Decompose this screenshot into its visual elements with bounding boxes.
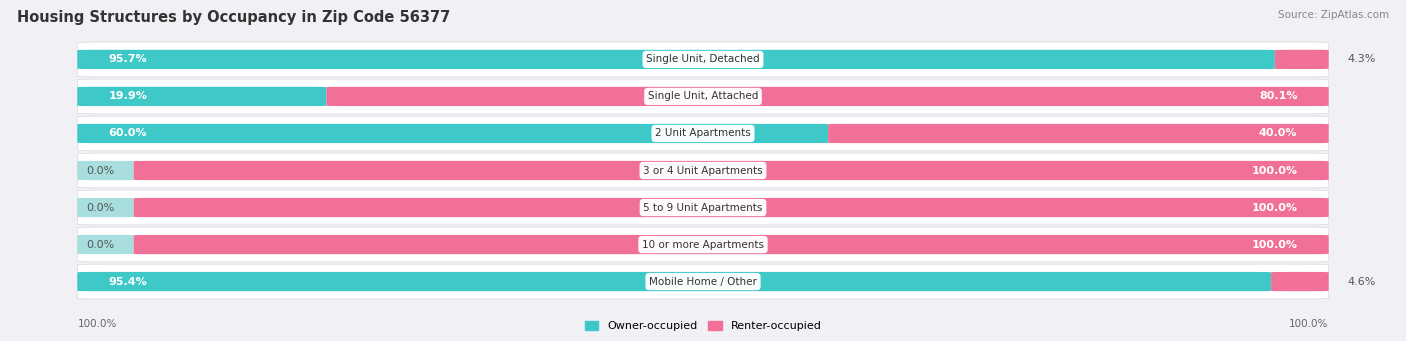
FancyBboxPatch shape	[77, 42, 1329, 77]
FancyBboxPatch shape	[77, 264, 1329, 299]
FancyBboxPatch shape	[77, 161, 134, 180]
FancyBboxPatch shape	[77, 50, 1275, 69]
Text: Mobile Home / Other: Mobile Home / Other	[650, 277, 756, 286]
FancyBboxPatch shape	[77, 116, 1329, 151]
Text: 80.1%: 80.1%	[1258, 91, 1298, 102]
Text: 100.0%: 100.0%	[1251, 239, 1298, 250]
FancyBboxPatch shape	[77, 190, 1329, 225]
Text: 2 Unit Apartments: 2 Unit Apartments	[655, 129, 751, 138]
FancyBboxPatch shape	[77, 272, 1271, 291]
Text: 0.0%: 0.0%	[87, 239, 115, 250]
Text: 4.3%: 4.3%	[1347, 55, 1376, 64]
FancyBboxPatch shape	[1271, 272, 1329, 291]
FancyBboxPatch shape	[326, 87, 1329, 106]
FancyBboxPatch shape	[77, 227, 1329, 262]
FancyBboxPatch shape	[134, 161, 1329, 180]
Text: 95.7%: 95.7%	[108, 55, 148, 64]
Text: 19.9%: 19.9%	[108, 91, 148, 102]
Text: 5 to 9 Unit Apartments: 5 to 9 Unit Apartments	[644, 203, 762, 212]
Text: Single Unit, Attached: Single Unit, Attached	[648, 91, 758, 102]
FancyBboxPatch shape	[828, 124, 1329, 143]
Text: Source: ZipAtlas.com: Source: ZipAtlas.com	[1278, 10, 1389, 20]
Text: 95.4%: 95.4%	[108, 277, 148, 286]
FancyBboxPatch shape	[1275, 50, 1329, 69]
Text: Housing Structures by Occupancy in Zip Code 56377: Housing Structures by Occupancy in Zip C…	[17, 10, 450, 25]
FancyBboxPatch shape	[77, 79, 1329, 114]
Text: 10 or more Apartments: 10 or more Apartments	[643, 239, 763, 250]
Text: 100.0%: 100.0%	[1251, 165, 1298, 176]
Text: 40.0%: 40.0%	[1258, 129, 1298, 138]
FancyBboxPatch shape	[77, 198, 134, 217]
FancyBboxPatch shape	[134, 235, 1329, 254]
FancyBboxPatch shape	[77, 153, 1329, 188]
Text: 60.0%: 60.0%	[108, 129, 148, 138]
Text: 100.0%: 100.0%	[1289, 319, 1329, 329]
Text: 0.0%: 0.0%	[87, 165, 115, 176]
Legend: Owner-occupied, Renter-occupied: Owner-occupied, Renter-occupied	[581, 316, 825, 336]
Text: Single Unit, Detached: Single Unit, Detached	[647, 55, 759, 64]
FancyBboxPatch shape	[77, 124, 828, 143]
Text: 0.0%: 0.0%	[87, 203, 115, 212]
FancyBboxPatch shape	[134, 198, 1329, 217]
Text: 100.0%: 100.0%	[77, 319, 117, 329]
Text: 100.0%: 100.0%	[1251, 203, 1298, 212]
FancyBboxPatch shape	[77, 235, 134, 254]
FancyBboxPatch shape	[77, 87, 326, 106]
Text: 4.6%: 4.6%	[1347, 277, 1376, 286]
Text: 3 or 4 Unit Apartments: 3 or 4 Unit Apartments	[643, 165, 763, 176]
